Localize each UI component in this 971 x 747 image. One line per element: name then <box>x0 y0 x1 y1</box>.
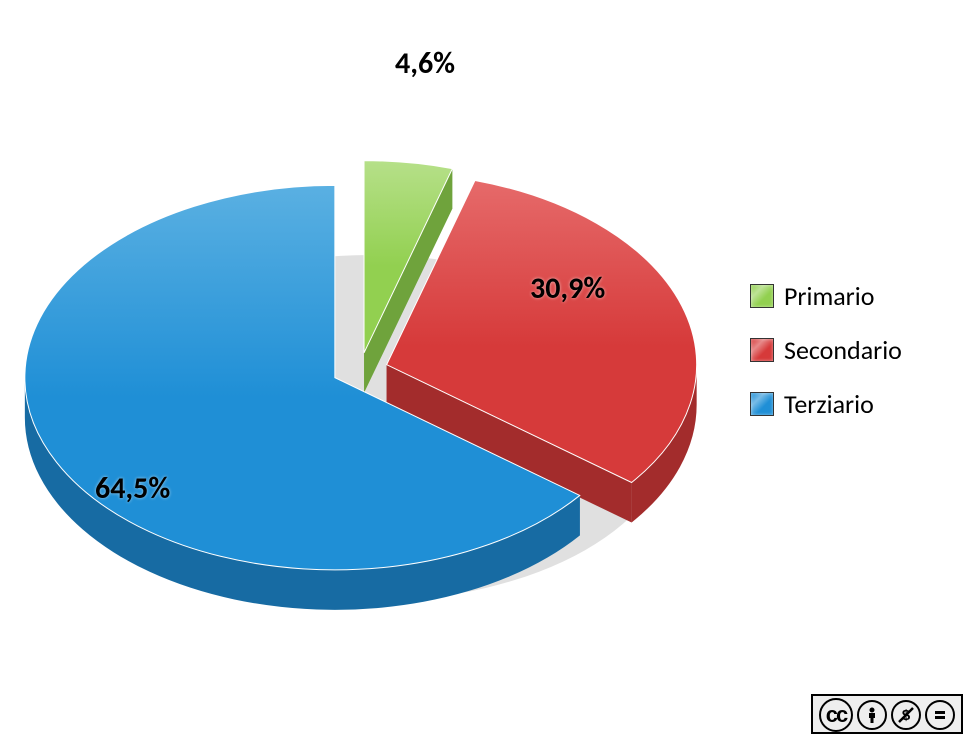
cc-logo-icon: cc <box>819 698 853 732</box>
cc-nd-icon <box>925 700 955 730</box>
slice-label-secondario: 30,9% <box>530 270 605 307</box>
legend: Primario Secondario Terziario <box>750 280 902 442</box>
legend-label-primario: Primario <box>784 280 874 312</box>
cc-nc-icon: $ <box>891 700 921 730</box>
legend-swatch-secondario <box>750 338 774 362</box>
cc-by-icon <box>857 700 887 730</box>
legend-item-primario: Primario <box>750 280 902 312</box>
slice-label-terziario: 64,5% <box>95 470 170 507</box>
cc-license-badge: cc $ <box>811 694 963 734</box>
legend-label-secondario: Secondario <box>784 334 902 366</box>
legend-swatch-primario <box>750 284 774 308</box>
legend-swatch-terziario <box>750 392 774 416</box>
legend-item-secondario: Secondario <box>750 334 902 366</box>
slice-label-primario: 4,6% <box>395 45 455 82</box>
legend-item-terziario: Terziario <box>750 388 902 420</box>
pie-chart: 4,6% 30,9% 64,5% Primario Secondario Ter… <box>0 0 971 742</box>
legend-label-terziario: Terziario <box>784 388 874 420</box>
